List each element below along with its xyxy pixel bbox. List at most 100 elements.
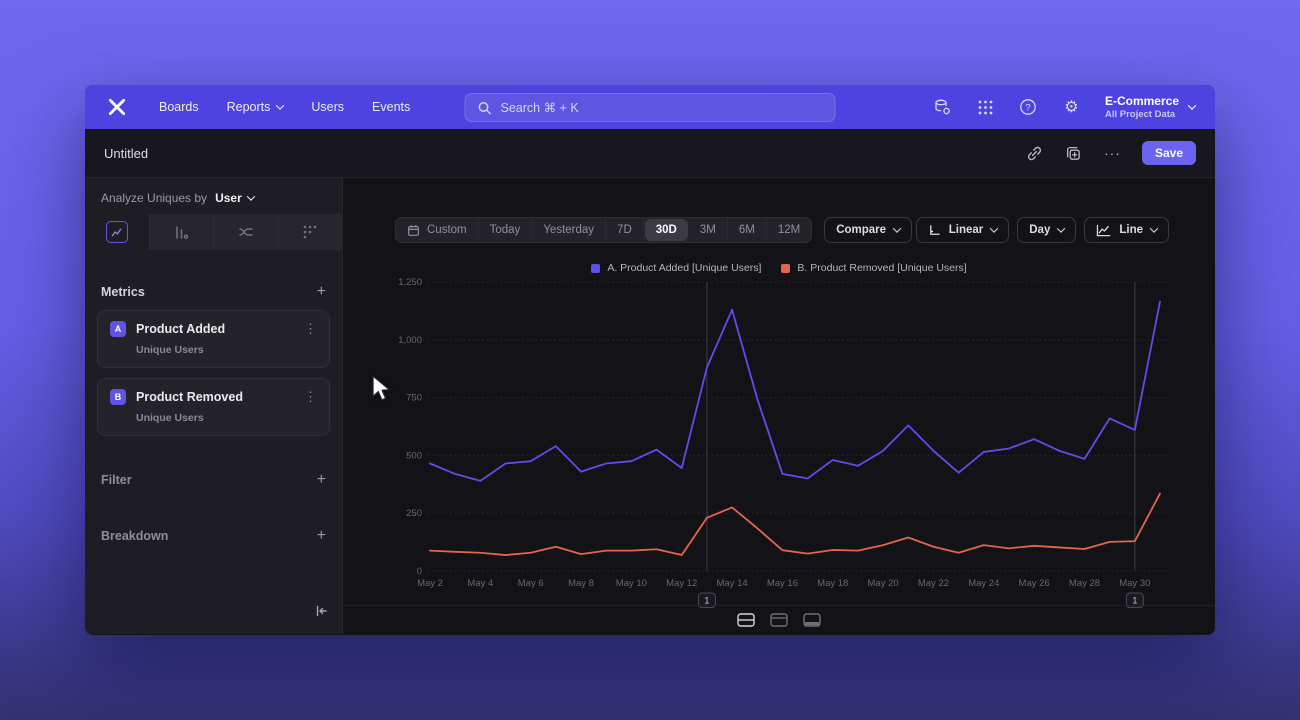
nav-item-users[interactable]: Users: [311, 100, 344, 114]
more-options-icon[interactable]: ···: [1103, 145, 1121, 161]
app-window: Boards Reports Users Events Search ⌘ + K: [85, 85, 1215, 635]
series-line-product-removed[interactable]: [429, 492, 1161, 556]
data-management-icon[interactable]: [933, 98, 952, 117]
x-axis-label: May 10: [616, 578, 647, 589]
range-12m[interactable]: 12M: [767, 218, 811, 242]
chevron-down-icon: [276, 101, 285, 110]
metric-options-icon[interactable]: ⋮: [304, 389, 317, 404]
mixpanel-logo-icon[interactable]: [105, 95, 129, 119]
layout-toggle-split-active[interactable]: [734, 611, 758, 630]
series-line-product-added[interactable]: [429, 300, 1161, 482]
x-axis-label: May 16: [767, 578, 798, 589]
report-type-tabs: [85, 214, 342, 250]
line-chart-icon: [1097, 224, 1111, 236]
layout-toggle-bar: [343, 605, 1215, 634]
chevron-down-icon: [892, 224, 902, 233]
settings-gear-icon[interactable]: ⚙: [1064, 99, 1079, 116]
project-meta: E-Commerce All Project Data: [1105, 94, 1179, 121]
x-axis-label: May 4: [467, 578, 493, 589]
x-axis-label: May 2: [417, 578, 443, 589]
annotation-badge[interactable]: [1125, 592, 1144, 608]
axis-scale-icon: [929, 224, 940, 235]
x-axis-label: May 14: [716, 578, 747, 589]
analyze-entity-dropdown[interactable]: User: [215, 191, 255, 205]
nav-item-events[interactable]: Events: [372, 100, 410, 114]
range-7d[interactable]: 7D: [606, 218, 644, 242]
add-filter-button[interactable]: +: [316, 471, 326, 488]
apps-grid-icon[interactable]: [976, 98, 995, 117]
toolbar-left-group: Custom Today Yesterday 7D 30D 3M 6M 12M …: [395, 217, 913, 243]
nav-item-reports[interactable]: Reports: [227, 100, 285, 114]
chart-type-dropdown[interactable]: Line: [1084, 217, 1169, 243]
x-axis-label: May 26: [1019, 578, 1050, 589]
range-yesterday[interactable]: Yesterday: [532, 218, 607, 242]
project-selector[interactable]: E-Commerce All Project Data: [1105, 94, 1197, 121]
range-3m[interactable]: 3M: [689, 218, 728, 242]
top-navbar: Boards Reports Users Events Search ⌘ + K: [85, 85, 1215, 129]
tab-retention[interactable]: [279, 214, 343, 250]
help-icon[interactable]: ?: [1019, 98, 1038, 117]
tab-flows[interactable]: [214, 214, 279, 250]
chevron-down-icon: [1057, 224, 1066, 233]
metric-row: A Product Added ⋮: [110, 321, 317, 337]
chart-type-label: Line: [1119, 224, 1143, 236]
add-breakdown-button[interactable]: +: [316, 527, 326, 544]
analyze-label: Analyze Uniques by: [101, 191, 208, 205]
range-6m[interactable]: 6M: [728, 218, 767, 242]
retention-icon: [303, 225, 317, 239]
nav-item-boards[interactable]: Boards: [159, 100, 199, 114]
legend-item-a[interactable]: A. Product Added [Unique Users]: [591, 262, 761, 274]
metric-measurement[interactable]: Unique Users: [136, 344, 204, 356]
calendar-icon: [408, 224, 419, 236]
legend-swatch-a: [591, 263, 601, 273]
analyze-row: Analyze Uniques by User: [85, 178, 342, 214]
save-button[interactable]: Save: [1141, 141, 1196, 165]
annotation-badge[interactable]: [697, 592, 716, 608]
metrics-section-header: Metrics +: [85, 284, 342, 300]
chevron-down-icon: [1149, 224, 1159, 233]
duplicate-icon[interactable]: [1065, 144, 1083, 162]
tab-insights[interactable]: [85, 214, 150, 250]
layout-toggle-chart-top[interactable]: [767, 611, 791, 630]
report-title[interactable]: Untitled: [104, 145, 149, 161]
add-metric-button[interactable]: +: [316, 283, 326, 300]
copy-link-icon[interactable]: [1026, 144, 1044, 162]
x-axis-label: May 20: [868, 578, 899, 589]
collapse-sidebar-button[interactable]: [313, 603, 329, 624]
interval-label: Day: [1029, 224, 1051, 236]
project-subtitle: All Project Data: [1104, 108, 1176, 120]
metric-name: Product Removed: [136, 390, 243, 404]
metric-card-product-added[interactable]: A Product Added ⋮ Unique Users: [97, 310, 330, 368]
nav-menu: Boards Reports Users Events: [159, 100, 410, 114]
compare-dropdown[interactable]: Compare: [824, 217, 913, 243]
chart-panel: Custom Today Yesterday 7D 30D 3M 6M 12M …: [343, 178, 1215, 634]
range-label: 7D: [617, 224, 632, 236]
filter-label: Filter: [101, 473, 132, 487]
y-axis-label: 1,000: [398, 335, 422, 346]
line-chart[interactable]: 0 250 500 750 1,000 1,250 May 2 May 4 May 6 May 8…: [385, 275, 1185, 610]
chart-legend: A. Product Added [Unique Users] B. Produ…: [343, 262, 1215, 274]
y-axis-label: 500: [406, 450, 422, 461]
funnels-icon: [176, 225, 188, 239]
range-30d-selected[interactable]: 30D: [644, 219, 688, 241]
range-custom[interactable]: Custom: [396, 218, 479, 242]
layout-toggle-table-bottom[interactable]: [800, 611, 824, 630]
x-axis-label: May 30: [1119, 578, 1150, 589]
legend-item-b[interactable]: B. Product Removed [Unique Users]: [781, 262, 967, 274]
range-label: Custom: [427, 224, 467, 236]
metric-measurement[interactable]: Unique Users: [136, 412, 204, 424]
metric-options-icon[interactable]: ⋮: [304, 321, 317, 336]
chevron-down-icon: [1187, 101, 1197, 110]
tab-funnels[interactable]: [150, 214, 214, 250]
metric-name: Product Added: [136, 322, 226, 336]
scale-dropdown[interactable]: Linear: [915, 217, 1010, 243]
range-today[interactable]: Today: [479, 218, 533, 242]
interval-dropdown[interactable]: Day: [1017, 217, 1077, 243]
range-label: 12M: [777, 224, 801, 236]
search-input[interactable]: Search ⌘ + K: [464, 93, 836, 122]
x-axis-label: May 18: [817, 578, 848, 589]
x-axis-label: May 6: [518, 578, 544, 589]
compare-label: Compare: [836, 224, 887, 236]
metric-card-product-removed[interactable]: B Product Removed ⋮ Unique Users: [97, 378, 330, 436]
